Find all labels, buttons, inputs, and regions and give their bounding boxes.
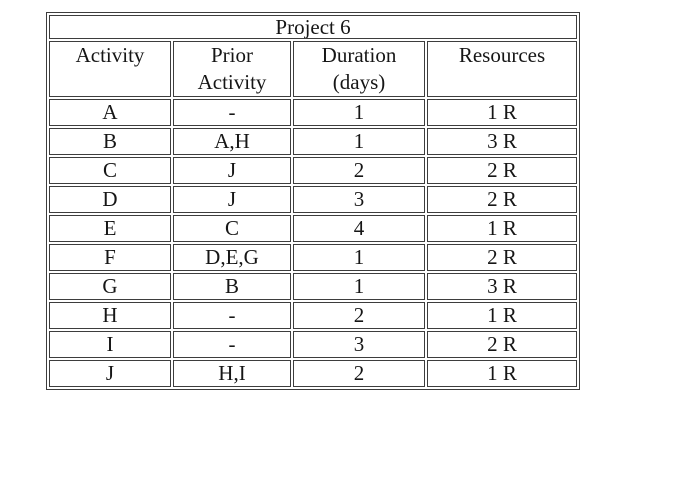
cell-prior: A,H: [173, 128, 291, 155]
cell-resources: 1 R: [427, 302, 578, 329]
project-table: Project 6 Activity Prior Activity Durati…: [46, 12, 581, 390]
cell-activity: F: [49, 244, 171, 271]
cell-activity: B: [49, 128, 171, 155]
table-row: I - 3 2 R: [49, 331, 578, 358]
cell-duration: 4: [293, 215, 425, 242]
cell-duration: 1: [293, 244, 425, 271]
cell-resources: 1 R: [427, 99, 578, 126]
cell-resources: 2 R: [427, 331, 578, 358]
cell-prior: B: [173, 273, 291, 300]
table-row: E C 4 1 R: [49, 215, 578, 242]
cell-resources: 1 R: [427, 360, 578, 387]
cell-prior: -: [173, 99, 291, 126]
cell-resources: 2 R: [427, 157, 578, 184]
cell-resources: 1 R: [427, 215, 578, 242]
column-header-resources: Resources: [427, 41, 578, 97]
cell-duration: 3: [293, 186, 425, 213]
column-header-activity: Activity: [49, 41, 171, 97]
table-row: H - 2 1 R: [49, 302, 578, 329]
column-header-duration: Duration (days): [293, 41, 425, 97]
cell-duration: 2: [293, 302, 425, 329]
cell-resources: 3 R: [427, 273, 578, 300]
table-row: D J 3 2 R: [49, 186, 578, 213]
title-row: Project 6: [49, 15, 578, 39]
header-line-1: Duration: [321, 43, 397, 67]
cell-duration: 2: [293, 157, 425, 184]
cell-activity: A: [49, 99, 171, 126]
cell-duration: 3: [293, 331, 425, 358]
cell-prior: C: [173, 215, 291, 242]
cell-duration: 1: [293, 99, 425, 126]
cell-resources: 2 R: [427, 186, 578, 213]
table-row: A - 1 1 R: [49, 99, 578, 126]
table-row: J H,I 2 1 R: [49, 360, 578, 387]
table-row: B A,H 1 3 R: [49, 128, 578, 155]
header-line-1: Prior: [211, 43, 253, 67]
cell-activity: H: [49, 302, 171, 329]
cell-resources: 3 R: [427, 128, 578, 155]
cell-prior: -: [173, 331, 291, 358]
header-line-1: Resources: [458, 43, 546, 67]
table-row: C J 2 2 R: [49, 157, 578, 184]
table-title: Project 6: [49, 15, 578, 39]
cell-resources: 2 R: [427, 244, 578, 271]
header-line-2: Activity: [197, 70, 267, 94]
header-line-1: Activity: [75, 43, 145, 67]
cell-prior: J: [173, 157, 291, 184]
cell-prior: J: [173, 186, 291, 213]
cell-activity: J: [49, 360, 171, 387]
cell-duration: 2: [293, 360, 425, 387]
cell-duration: 1: [293, 273, 425, 300]
cell-activity: D: [49, 186, 171, 213]
cell-prior: D,E,G: [173, 244, 291, 271]
cell-duration: 1: [293, 128, 425, 155]
cell-activity: G: [49, 273, 171, 300]
table-row: F D,E,G 1 2 R: [49, 244, 578, 271]
cell-prior: -: [173, 302, 291, 329]
cell-activity: I: [49, 331, 171, 358]
cell-activity: C: [49, 157, 171, 184]
header-row: Activity Prior Activity Duration (days) …: [49, 41, 578, 97]
header-line-2: (days): [332, 70, 386, 94]
cell-activity: E: [49, 215, 171, 242]
table-row: G B 1 3 R: [49, 273, 578, 300]
column-header-prior-activity: Prior Activity: [173, 41, 291, 97]
cell-prior: H,I: [173, 360, 291, 387]
